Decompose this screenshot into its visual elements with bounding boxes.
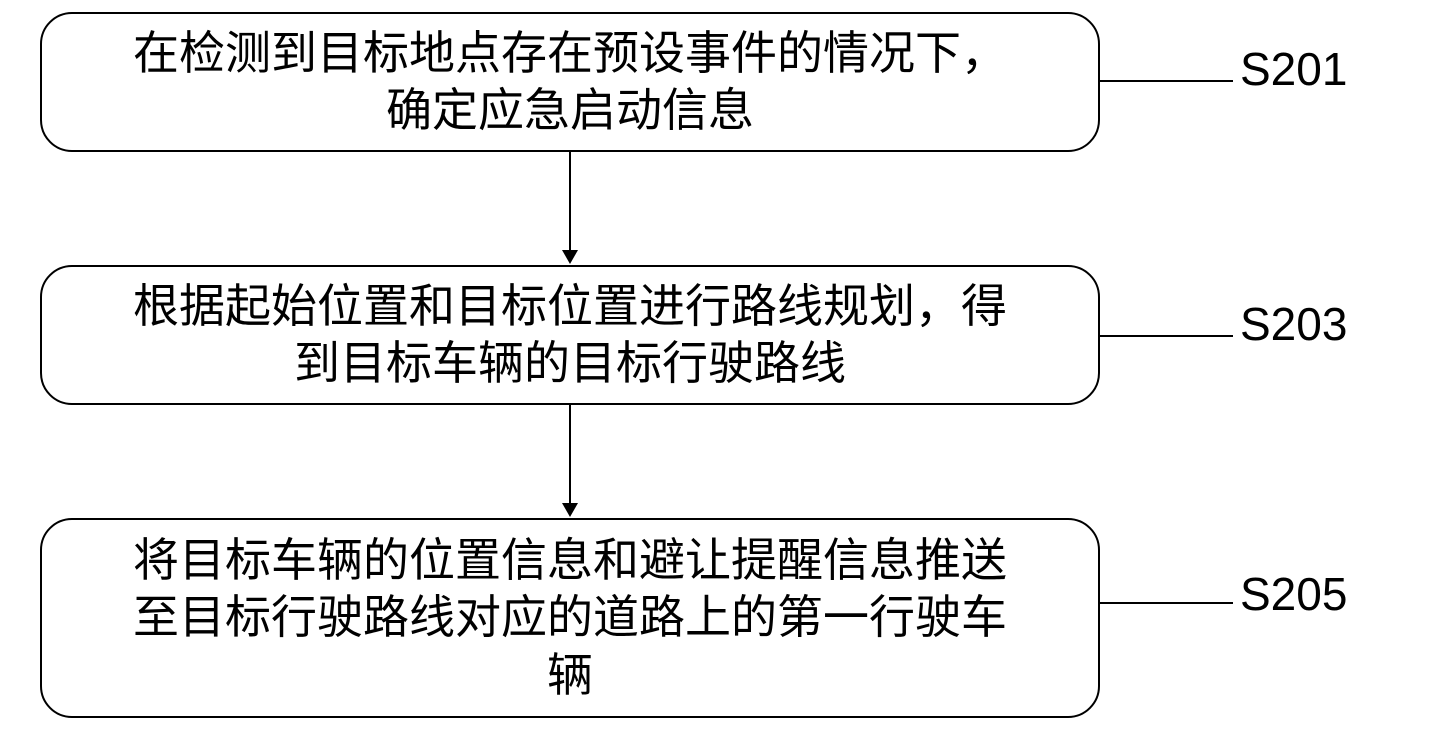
connector-3 (1100, 602, 1233, 604)
flowchart-node-3: 将目标车辆的位置信息和避让提醒信息推送 至目标行驶路线对应的道路上的第一行驶车 … (40, 518, 1100, 718)
node-1-text: 在检测到目标地点存在预设事件的情况下， 确定应急启动信息 (133, 25, 1007, 140)
step-label-2: S203 (1240, 297, 1347, 351)
connector-2 (1100, 335, 1233, 337)
step-label-3: S205 (1240, 567, 1347, 621)
flowchart-node-2: 根据起始位置和目标位置进行路线规划，得 到目标车辆的目标行驶路线 (40, 265, 1100, 405)
connector-1 (1100, 80, 1233, 82)
flowchart-node-1: 在检测到目标地点存在预设事件的情况下， 确定应急启动信息 (40, 12, 1100, 152)
node-3-text: 将目标车辆的位置信息和避让提醒信息推送 至目标行驶路线对应的道路上的第一行驶车 … (133, 532, 1007, 705)
step-label-1: S201 (1240, 42, 1347, 96)
node-2-text: 根据起始位置和目标位置进行路线规划，得 到目标车辆的目标行驶路线 (133, 278, 1007, 393)
